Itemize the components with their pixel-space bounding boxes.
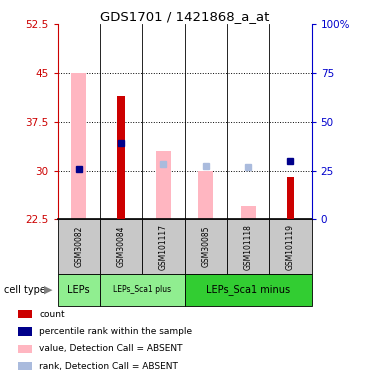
- Bar: [18, 362, 32, 370]
- Bar: [117, 96, 125, 219]
- Bar: [241, 206, 256, 219]
- Bar: [269, 219, 312, 274]
- Bar: [58, 219, 100, 274]
- Bar: [18, 310, 32, 318]
- Text: cell type: cell type: [4, 285, 46, 295]
- Text: count: count: [39, 310, 65, 319]
- Text: ▶: ▶: [44, 285, 52, 295]
- Text: GSM101118: GSM101118: [244, 224, 253, 270]
- Text: rank, Detection Call = ABSENT: rank, Detection Call = ABSENT: [39, 362, 178, 371]
- Bar: [100, 219, 142, 274]
- Bar: [100, 274, 185, 306]
- Bar: [185, 219, 227, 274]
- Text: percentile rank within the sample: percentile rank within the sample: [39, 327, 193, 336]
- Bar: [71, 73, 86, 219]
- Text: GSM101119: GSM101119: [286, 224, 295, 270]
- Bar: [227, 219, 269, 274]
- Text: LEPs: LEPs: [68, 285, 90, 295]
- Bar: [287, 177, 294, 219]
- Text: GSM30082: GSM30082: [74, 226, 83, 267]
- Text: LEPs_Sca1 minus: LEPs_Sca1 minus: [206, 284, 290, 295]
- Bar: [142, 219, 185, 274]
- Title: GDS1701 / 1421868_a_at: GDS1701 / 1421868_a_at: [100, 10, 269, 23]
- Bar: [156, 151, 171, 219]
- Bar: [185, 274, 312, 306]
- Text: GSM30084: GSM30084: [116, 226, 125, 267]
- Text: LEPs_Sca1 plus: LEPs_Sca1 plus: [113, 285, 171, 294]
- Bar: [198, 171, 213, 219]
- Bar: [18, 345, 32, 353]
- Text: GSM101117: GSM101117: [159, 224, 168, 270]
- Bar: [58, 274, 100, 306]
- Bar: [18, 327, 32, 336]
- Text: GSM30085: GSM30085: [201, 226, 210, 267]
- Text: value, Detection Call = ABSENT: value, Detection Call = ABSENT: [39, 345, 183, 354]
